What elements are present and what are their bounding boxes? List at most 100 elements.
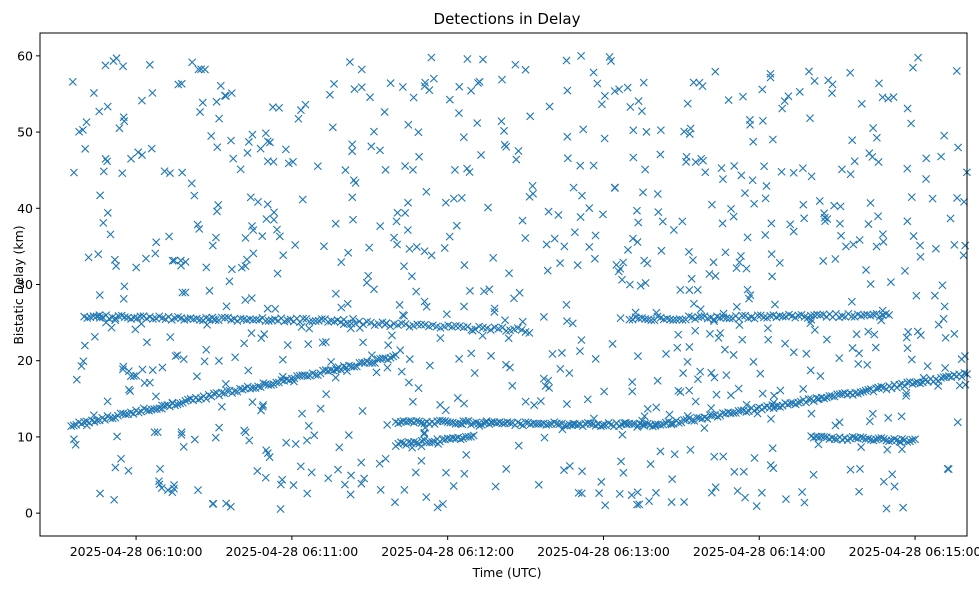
- track-point: [859, 387, 868, 396]
- clutter-point: [396, 346, 405, 355]
- clutter-point: [269, 215, 278, 224]
- clutter-point: [819, 256, 828, 265]
- track-point: [467, 432, 476, 441]
- clutter-point: [560, 242, 569, 251]
- clutter-point: [337, 303, 346, 312]
- clutter-point: [623, 83, 632, 92]
- clutter-point: [404, 120, 413, 129]
- clutter-point: [142, 338, 151, 347]
- clutter-point: [484, 203, 493, 212]
- clutter-point: [821, 217, 830, 226]
- clutter-point: [770, 300, 779, 309]
- track-point: [248, 384, 257, 393]
- clutter-point: [536, 397, 545, 406]
- clutter-point: [518, 317, 527, 326]
- clutter-point: [349, 314, 358, 323]
- clutter-point: [427, 251, 436, 260]
- clutter-point: [795, 87, 804, 96]
- clutter-point: [376, 222, 385, 231]
- clutter-point: [397, 367, 406, 376]
- track-point: [957, 372, 966, 381]
- clutter-point: [610, 183, 619, 192]
- clutter-point: [899, 503, 908, 512]
- clutter-point: [81, 144, 90, 153]
- track-point: [245, 315, 254, 324]
- clutter-point: [177, 430, 186, 439]
- clutter-point: [737, 171, 746, 180]
- clutter-point: [241, 233, 250, 242]
- clutter-point: [718, 219, 727, 228]
- track-point: [916, 379, 925, 388]
- track-point: [827, 433, 836, 442]
- clutter-point: [82, 421, 91, 430]
- track-point: [583, 418, 592, 427]
- track-point: [238, 385, 247, 394]
- clutter-point: [889, 93, 898, 102]
- clutter-point: [272, 225, 281, 234]
- clutter-point: [398, 83, 407, 92]
- clutter-point: [324, 474, 333, 483]
- clutter-point: [668, 475, 677, 484]
- clutter-point: [884, 413, 893, 422]
- track-point: [95, 313, 104, 322]
- clutter-point: [487, 351, 496, 360]
- track-point: [513, 324, 522, 333]
- track-point: [463, 322, 472, 331]
- track-point: [869, 436, 878, 445]
- clutter-point: [577, 191, 586, 200]
- track-point: [908, 435, 917, 444]
- clutter-point: [181, 288, 190, 297]
- clutter-point: [903, 344, 912, 353]
- clutter-point: [684, 247, 693, 256]
- clutter-point: [735, 258, 744, 267]
- clutter-point: [814, 440, 823, 449]
- clutter-point: [422, 302, 431, 311]
- track-point: [766, 311, 775, 320]
- clutter-point: [888, 470, 897, 479]
- clutter-point: [445, 95, 454, 104]
- clutter-point: [633, 488, 642, 497]
- clutter-point: [705, 329, 714, 338]
- clutter-point: [119, 113, 128, 122]
- clutter-point: [276, 505, 285, 513]
- track-point: [555, 420, 564, 429]
- clutter-point: [490, 304, 499, 313]
- track-point: [163, 400, 172, 409]
- clutter-point: [874, 158, 883, 167]
- clutter-point: [221, 379, 230, 388]
- clutter-point: [734, 384, 743, 393]
- clutter-point: [518, 216, 527, 225]
- clutter-point: [695, 78, 704, 87]
- clutter-point: [711, 67, 720, 76]
- y-axis-label: Bistatic Delay (km): [11, 225, 26, 344]
- clutter-point: [617, 457, 626, 466]
- clutter-point: [601, 501, 610, 510]
- clutter-point: [597, 477, 606, 486]
- clutter-point: [831, 255, 840, 264]
- track-point: [722, 314, 731, 323]
- track-point: [708, 411, 717, 420]
- track-point: [753, 311, 762, 320]
- clutter-point: [642, 127, 651, 136]
- clutter-point: [473, 119, 482, 128]
- clutter-point: [343, 299, 352, 308]
- clutter-point: [662, 349, 670, 358]
- clutter-point: [777, 167, 786, 176]
- clutter-point: [653, 376, 662, 385]
- clutter-point: [240, 426, 249, 435]
- clutter-point: [685, 386, 694, 395]
- clutter-point: [357, 65, 366, 74]
- clutter-point: [869, 124, 878, 133]
- clutter-point: [696, 367, 705, 376]
- track-point: [108, 414, 117, 423]
- clutter-point: [640, 412, 649, 421]
- track-point: [903, 378, 912, 387]
- clutter-point: [908, 63, 917, 72]
- track-point: [469, 431, 478, 440]
- clutter-point: [275, 232, 284, 241]
- clutter-point: [775, 258, 784, 267]
- track-point: [93, 416, 102, 425]
- track-point: [69, 421, 78, 430]
- clutter-point: [502, 464, 511, 473]
- data-points: [67, 51, 971, 513]
